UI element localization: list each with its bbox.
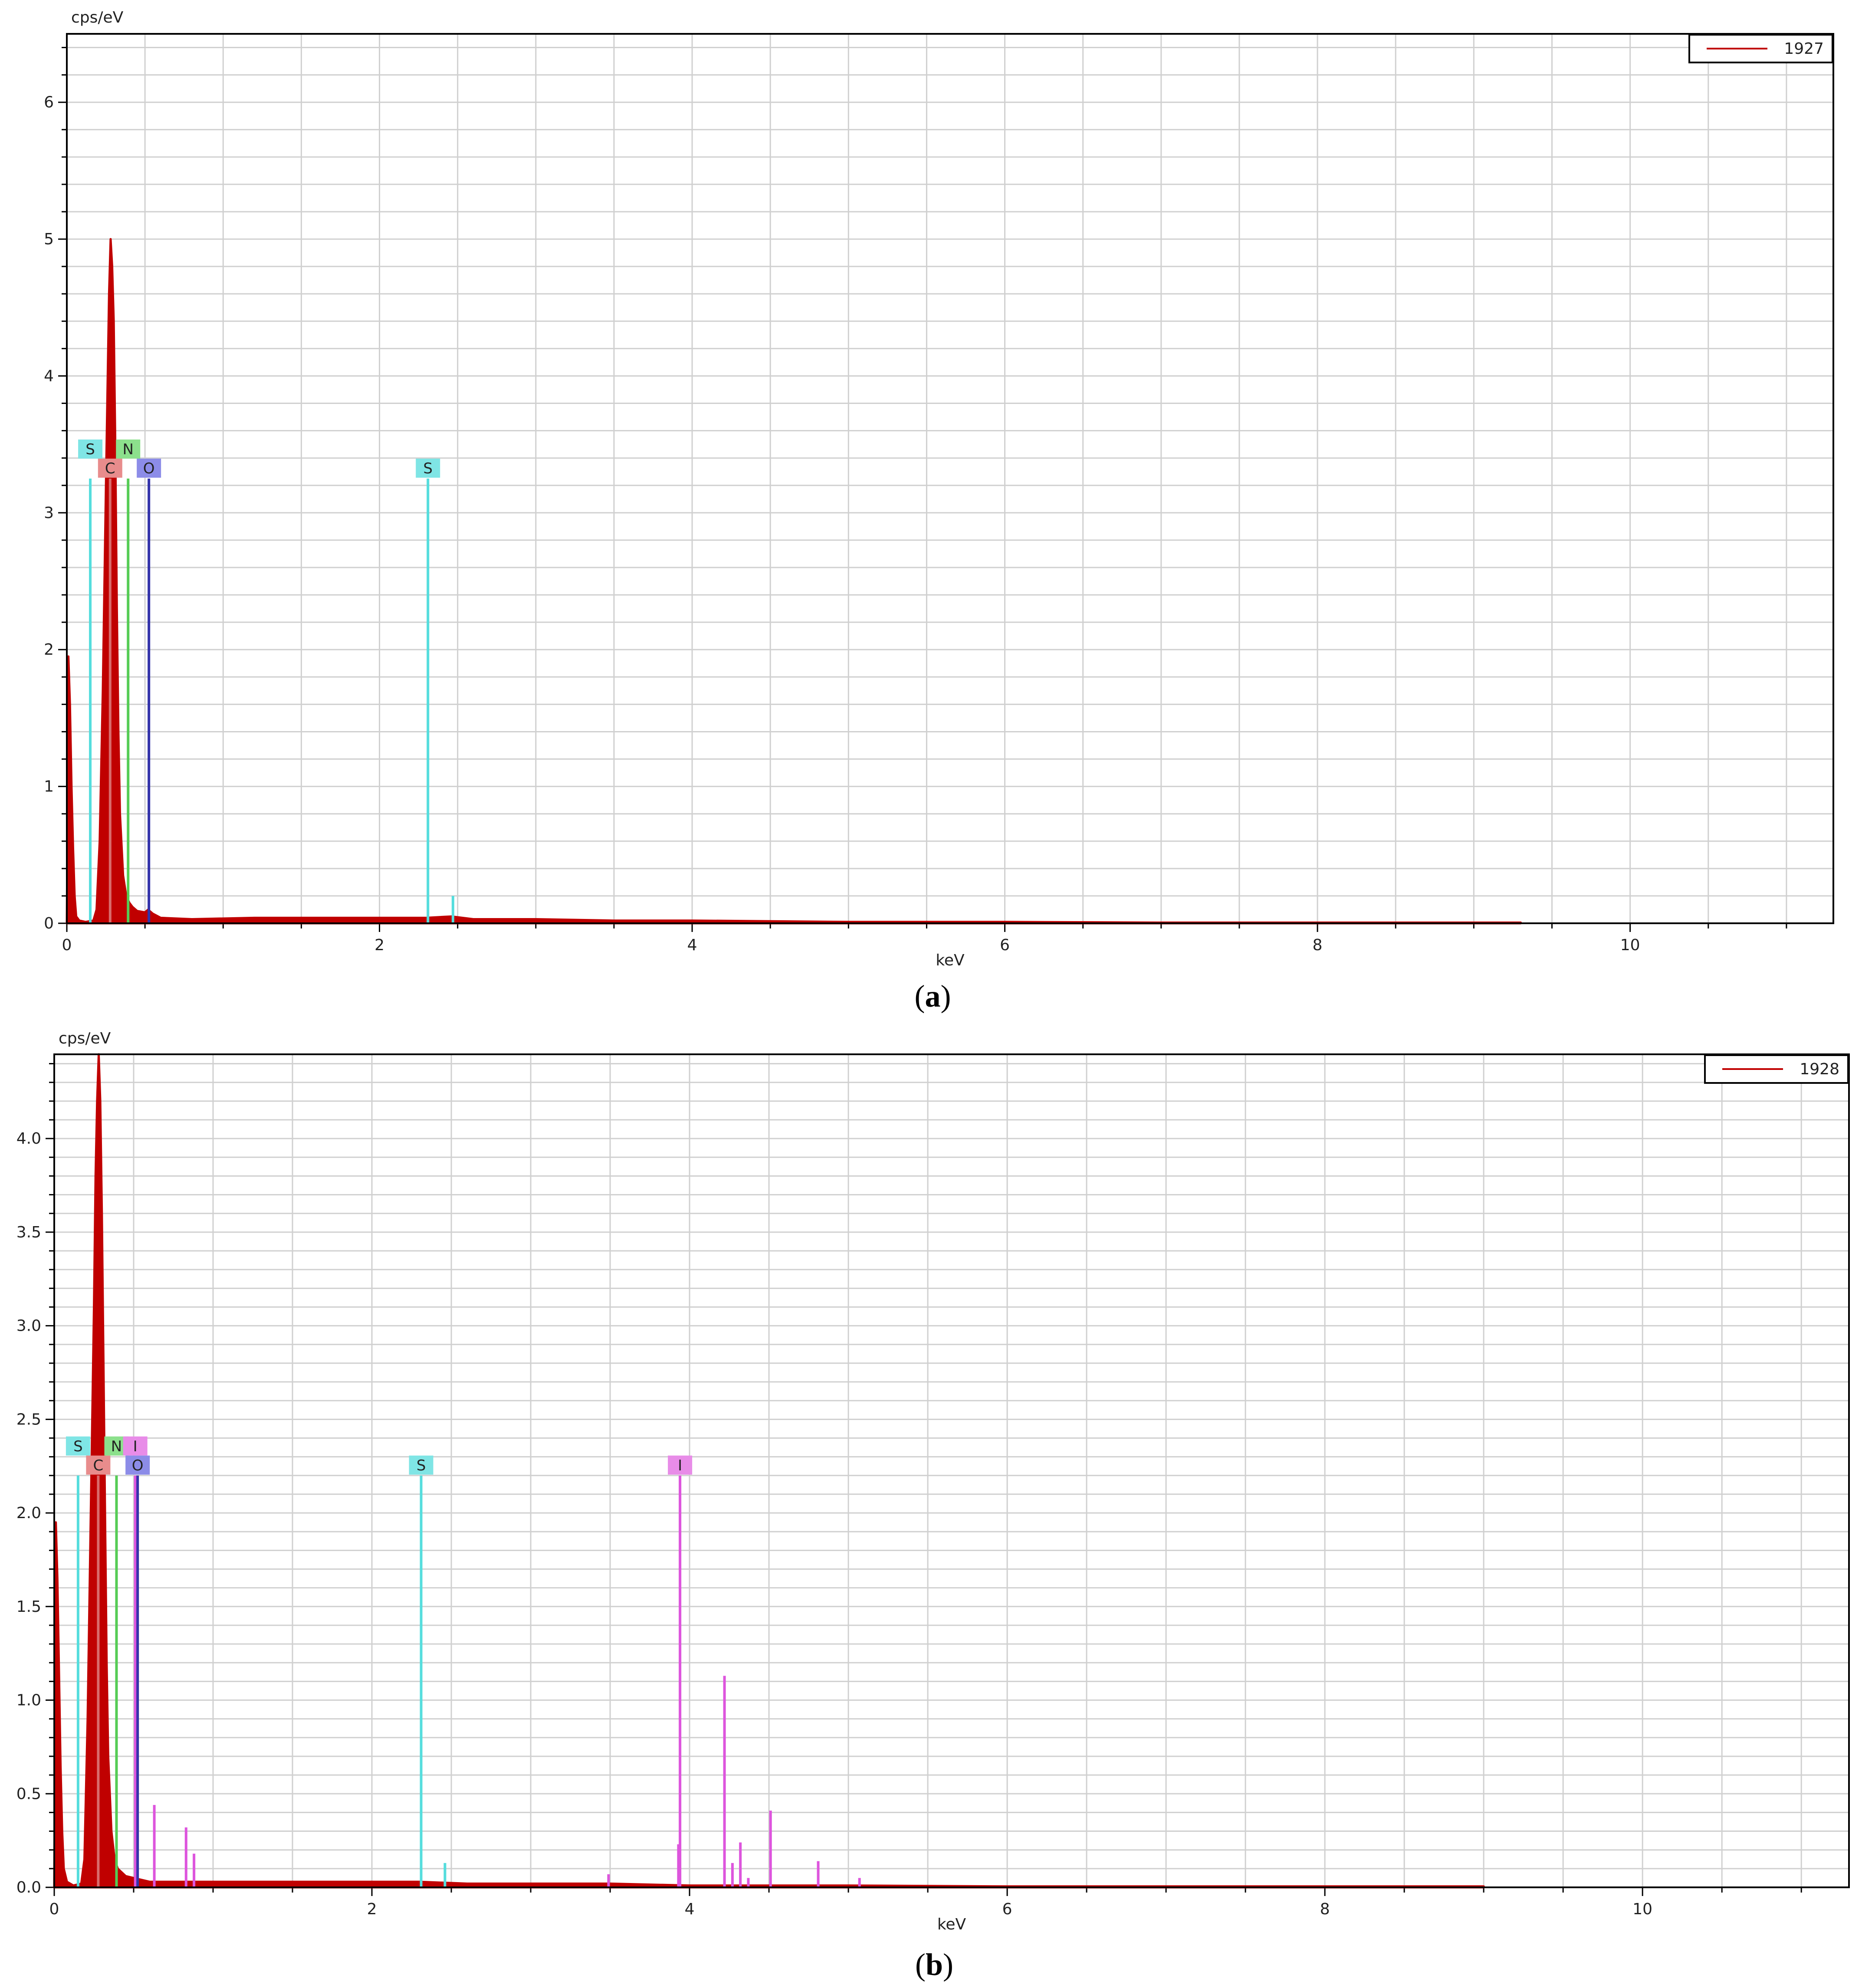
gridlines xyxy=(54,1054,1849,1887)
x-tick-label: 0 xyxy=(49,1900,59,1918)
y-tick-label: 5 xyxy=(44,230,54,248)
y-tick-label: 3.0 xyxy=(16,1317,41,1335)
element-label-box xyxy=(668,1455,693,1475)
x-tick-label: 6 xyxy=(1002,1900,1012,1918)
element-label: O xyxy=(143,460,155,477)
axis-ticks xyxy=(58,47,1787,932)
y-tick-label: 4.0 xyxy=(16,1130,41,1148)
x-tick-label: 2 xyxy=(367,1900,377,1918)
y-axis-label: cps/eV xyxy=(71,9,124,26)
y-tick-label: 2 xyxy=(44,641,54,659)
y-tick-label: 0 xyxy=(44,915,54,932)
x-tick-label: 10 xyxy=(1620,936,1640,954)
element-label: C xyxy=(105,460,115,477)
element-label-box xyxy=(123,1436,148,1456)
y-tick-label: 3 xyxy=(44,504,54,522)
legend-label: 1927 xyxy=(1784,40,1824,58)
element-label-box xyxy=(137,459,161,478)
y-tick-label: 2.0 xyxy=(16,1504,41,1522)
plot-frame xyxy=(66,33,1834,924)
panel-caption: (a) xyxy=(915,979,951,1014)
y-tick-label: 1.0 xyxy=(16,1692,41,1709)
plot-frame xyxy=(53,1053,1850,1888)
element-label: S xyxy=(417,1457,426,1474)
y-tick-label: 4 xyxy=(44,367,54,385)
panel-b: 0 2 4 6 8 10 0.0 0.5 1.0 1.5 2.0 2.5 3.0 3.5 4.0 cps/eV… xyxy=(16,1030,1850,1982)
x-tick-label: 6 xyxy=(1000,936,1010,954)
x-tick-label: 10 xyxy=(1632,1900,1652,1918)
element-label: I xyxy=(678,1457,682,1474)
legend: 1928 xyxy=(1704,1054,1849,1084)
element-label: S xyxy=(423,460,433,477)
element-label: S xyxy=(73,1438,83,1455)
element-label-box xyxy=(66,1436,90,1456)
element-label-box xyxy=(78,440,103,459)
element-label-box xyxy=(125,1455,150,1475)
y-tick-label: 6 xyxy=(44,94,54,112)
y-tick-label: 0.5 xyxy=(16,1785,41,1803)
x-tick-label: 4 xyxy=(687,936,697,954)
y-tick-label: 1.5 xyxy=(16,1598,41,1616)
panel-caption-letter: b xyxy=(926,1947,943,1982)
element-label: S xyxy=(85,441,95,458)
spectrum-series xyxy=(66,238,1522,925)
x-tick-label: 4 xyxy=(685,1900,695,1918)
y-tick-label: 1 xyxy=(44,778,54,796)
x-tick-label: 8 xyxy=(1320,1900,1330,1918)
element-label: N xyxy=(123,441,134,458)
element-label: O xyxy=(132,1457,144,1474)
element-label: N xyxy=(111,1438,122,1455)
x-axis-label: keV xyxy=(936,951,965,969)
element-label-box xyxy=(409,1455,433,1475)
x-axis-label: keV xyxy=(937,1916,966,1933)
element-label-box xyxy=(98,459,122,478)
element-label: C xyxy=(93,1457,104,1474)
y-tick-label: 0.0 xyxy=(16,1879,41,1896)
element-label: I xyxy=(133,1438,138,1455)
y-axis-label: cps/eV xyxy=(59,1030,111,1047)
legend: 1927 xyxy=(1688,34,1833,63)
panel-caption: (b) xyxy=(915,1947,953,1982)
element-label-box xyxy=(416,459,440,478)
element-label-box xyxy=(116,440,141,459)
gridlines xyxy=(67,34,1833,923)
panel-caption-letter: a xyxy=(925,979,941,1014)
x-tick-label: 2 xyxy=(374,936,384,954)
y-tick-label: 2.5 xyxy=(16,1411,41,1428)
x-tick-label: 8 xyxy=(1313,936,1323,954)
y-tick-label: 3.5 xyxy=(16,1224,41,1241)
legend-label: 1928 xyxy=(1800,1060,1839,1078)
x-tick-label: 0 xyxy=(62,936,72,954)
spectrum-series xyxy=(53,1053,1485,1889)
element-label-box xyxy=(86,1455,111,1475)
axis-ticks xyxy=(46,1063,1802,1896)
